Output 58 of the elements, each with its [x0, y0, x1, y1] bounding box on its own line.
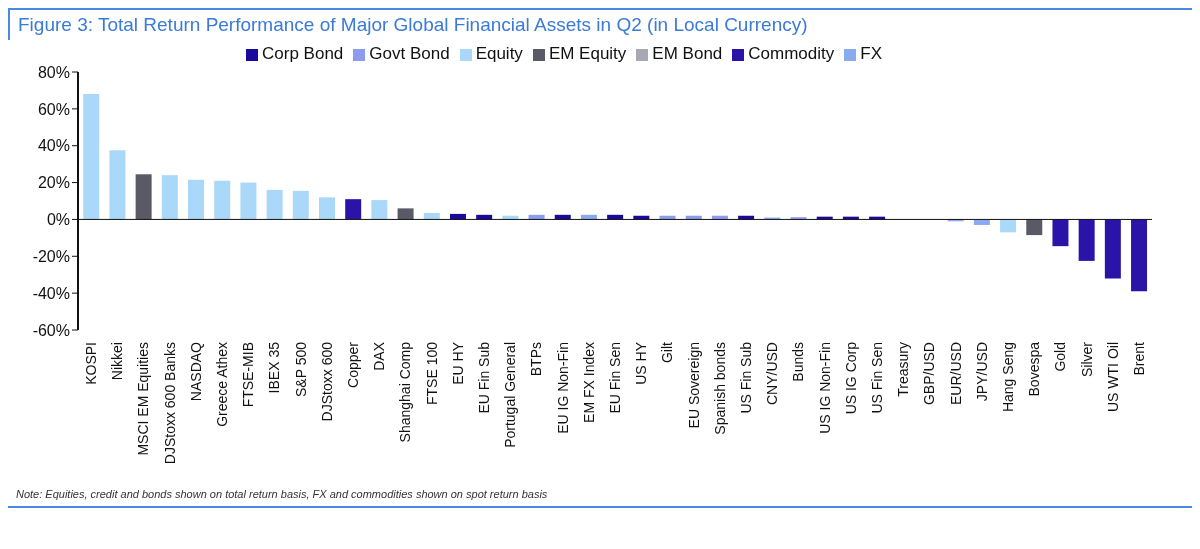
x-tick-label: Bovespa	[1026, 341, 1043, 397]
legend-label: Corp Bond	[262, 44, 344, 63]
x-tick-label: US WTI Oil	[1104, 342, 1121, 412]
x-tick-label: JPY/USD	[973, 342, 990, 402]
x-tick-label: US IG Non-Fin	[816, 342, 833, 434]
x-tick-label: US Fin Sen	[868, 342, 885, 414]
x-tick-label: EU IG Non-Fin	[554, 342, 571, 434]
x-tick-label: US HY	[633, 341, 650, 385]
x-tick-label: DJStoxx 600 Banks	[161, 342, 178, 465]
y-tick-label: 0%	[46, 211, 70, 229]
x-tick-label: Shanghai Comp	[397, 341, 414, 443]
x-tick-label: Greece Athex	[214, 342, 231, 427]
x-tick-label: Hang Seng	[999, 342, 1016, 413]
text: Note: Equities, credit and bonds shown on total return basis, FX and commodities shown on spot return basis	[16, 488, 549, 500]
x-tick-label: Gold	[1052, 342, 1069, 372]
legend-label: Govt Bond	[369, 44, 450, 63]
x-tick-label: US Fin Sub	[737, 341, 754, 414]
x-tick-label: KOSPI	[83, 342, 100, 385]
y-tick-label: -20%	[32, 247, 70, 265]
x-tick-label: DJStoxx 600	[318, 341, 335, 422]
x-tick-label: CNY/USD	[764, 342, 781, 406]
x-tick-label: Nikkei	[109, 342, 126, 381]
x-tick-label: IBEX 35	[266, 341, 283, 394]
x-tick-label: EUR/USD	[947, 342, 964, 406]
y-tick-label: 60%	[37, 100, 70, 118]
x-tick-label: Portugal General	[502, 342, 519, 448]
x-tick-label: DAX	[371, 341, 388, 371]
x-tick-label: EU Sovereign	[685, 342, 702, 429]
x-tick-label: Brent	[1130, 341, 1147, 376]
legend-label: Commodity	[748, 44, 835, 63]
x-tick-label: BTPs	[528, 342, 545, 377]
legend-label: Equity	[475, 44, 523, 63]
x-tick-label: NASDAQ	[187, 341, 204, 402]
x-tick-label: EU Fin Sen	[607, 342, 623, 414]
x-tick-label: Treasury	[895, 342, 912, 397]
x-tick-label: GBP/USD	[921, 342, 938, 406]
x-tick-label: Silver	[1078, 341, 1095, 378]
y-tick-label: -40%	[32, 284, 70, 302]
x-tick-label: S&P 500	[292, 341, 309, 398]
x-tick-label: EU Fin Sub	[476, 341, 493, 414]
x-tick-label: Spanish bonds	[711, 342, 728, 435]
x-tick-label: Gilt	[659, 341, 676, 363]
legend-label: EM Equity	[548, 44, 627, 63]
legend-label: FX	[860, 44, 882, 63]
y-tick-label: -60%	[32, 321, 70, 339]
x-tick-label: Copper	[345, 341, 362, 388]
legend-label: EM Bond	[652, 44, 723, 63]
y-tick-label: 20%	[37, 174, 70, 192]
x-tick-label: FTSE-MIB	[240, 342, 257, 408]
x-tick-label: FTSE 100	[423, 341, 440, 406]
x-tick-label: US IG Corp	[842, 341, 859, 415]
y-tick-label: 40%	[37, 137, 70, 155]
x-tick-label: MSCI EM Equities	[135, 342, 152, 456]
x-tick-label: Bunds	[790, 342, 807, 382]
x-tick-label: EM FX Index	[580, 342, 597, 423]
x-tick-label: EU HY	[449, 341, 466, 385]
y-tick-label: 80%	[37, 63, 70, 81]
chart-title: Figure 3: Total Return Performance of Major Global Financial Assets in Q2 (in Local Currency)	[8, 8, 1192, 40]
